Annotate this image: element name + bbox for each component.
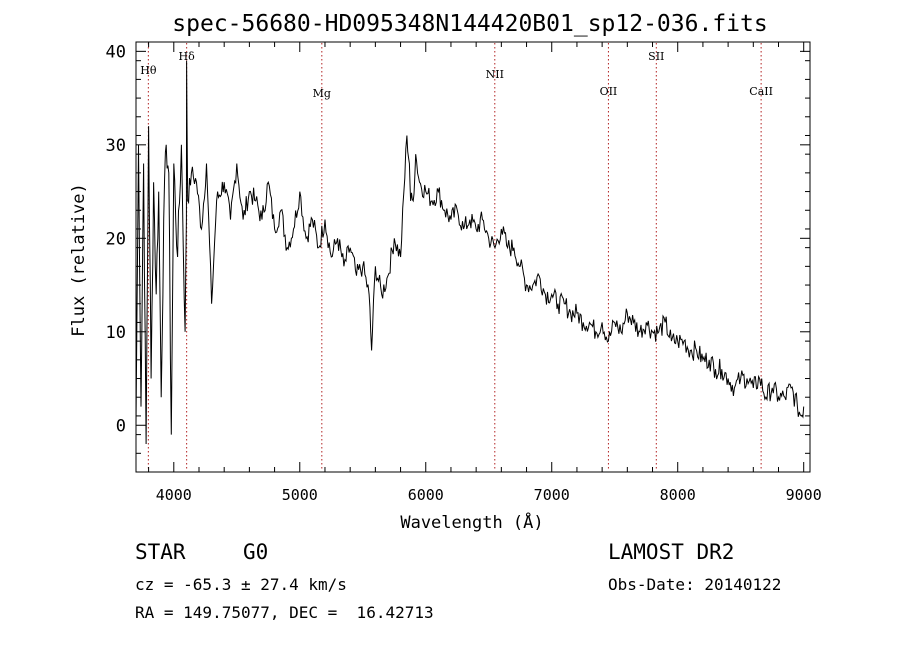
spectral-line-label: OII	[600, 85, 618, 98]
object-subclass: G0	[243, 540, 269, 564]
x-axis-label: Wavelength (Å)	[400, 511, 543, 533]
spectral-line-label: Hδ	[179, 50, 196, 63]
coordinates: RA = 149.75077, DEC = 16.42713	[135, 603, 434, 622]
x-tick-label: 4000	[156, 486, 192, 504]
y-tick-label: 30	[106, 136, 126, 156]
x-tick-label: 8000	[660, 486, 696, 504]
plot-frame	[135, 41, 811, 473]
spectral-line-markers: Hθ Hδ Mg NII OII SII CaII	[140, 43, 773, 471]
x-tick-label: 7000	[534, 486, 570, 504]
spectral-line-label: SII	[648, 50, 664, 63]
axis-ticks: 4000 5000 6000 7000 8000 9000 0 10 20 30 40	[106, 42, 822, 504]
redshift-velocity: cz = -65.3 ± 27.4 km/s	[135, 575, 347, 594]
x-tick-label: 9000	[786, 486, 822, 504]
chart-title: spec-56680-HD095348N144420B01_sp12-036.f…	[172, 11, 767, 37]
y-tick-label: 40	[106, 42, 126, 62]
x-tick-label: 5000	[282, 486, 318, 504]
spectral-line-label: CaII	[749, 85, 773, 98]
y-tick-label: 0	[116, 416, 126, 436]
spectral-line-label: Mg	[313, 87, 331, 100]
y-tick-label: 20	[106, 229, 126, 249]
spectral-line-label: Hθ	[140, 64, 157, 77]
survey-name: LAMOST DR2	[608, 540, 735, 564]
spectral-line-label: NII	[486, 68, 504, 81]
observation-date: Obs-Date: 20140122	[608, 575, 782, 594]
x-tick-label: 6000	[408, 486, 444, 504]
object-class: STAR	[135, 540, 186, 564]
y-tick-label: 10	[106, 323, 126, 343]
y-axis-label: Flux (relative)	[69, 183, 89, 337]
spectrum-line	[135, 60, 805, 445]
